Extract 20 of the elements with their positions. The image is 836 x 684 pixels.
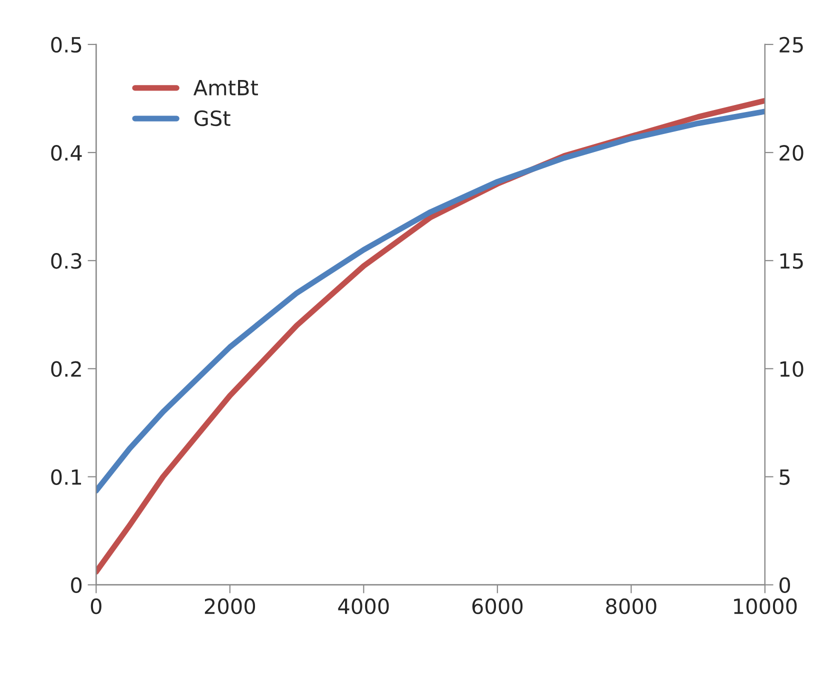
x-tick-label: 6000 (472, 598, 523, 614)
x-tick-label: 8000 (606, 598, 656, 614)
y2-tick-label: 15 (780, 253, 803, 269)
y2-tick-label: 10 (780, 361, 804, 377)
y-tick-label: 0.4 (51, 144, 82, 161)
y-tick-label: 0.3 (51, 253, 82, 269)
y-tick-label: 0.5 (51, 36, 82, 53)
y2-tick-label: 25 (780, 36, 803, 53)
x-tick-label: 10000 (734, 598, 797, 614)
x-tick-label: 2000 (204, 598, 256, 614)
x-tick-label: 4000 (338, 598, 389, 614)
y-tick-label: 0.1 (51, 469, 82, 485)
legend-label: GSt (194, 110, 230, 126)
y2-tick-label: 0 (780, 577, 790, 594)
y-tick-label: 0 (71, 577, 82, 594)
y2-tick-label: 5 (780, 469, 790, 485)
y2-tick-label: 20 (780, 144, 804, 161)
y-tick-label: 0.2 (51, 361, 81, 377)
x-tick-label: 0 (90, 598, 102, 614)
legend-label: AmtBt (193, 80, 258, 96)
